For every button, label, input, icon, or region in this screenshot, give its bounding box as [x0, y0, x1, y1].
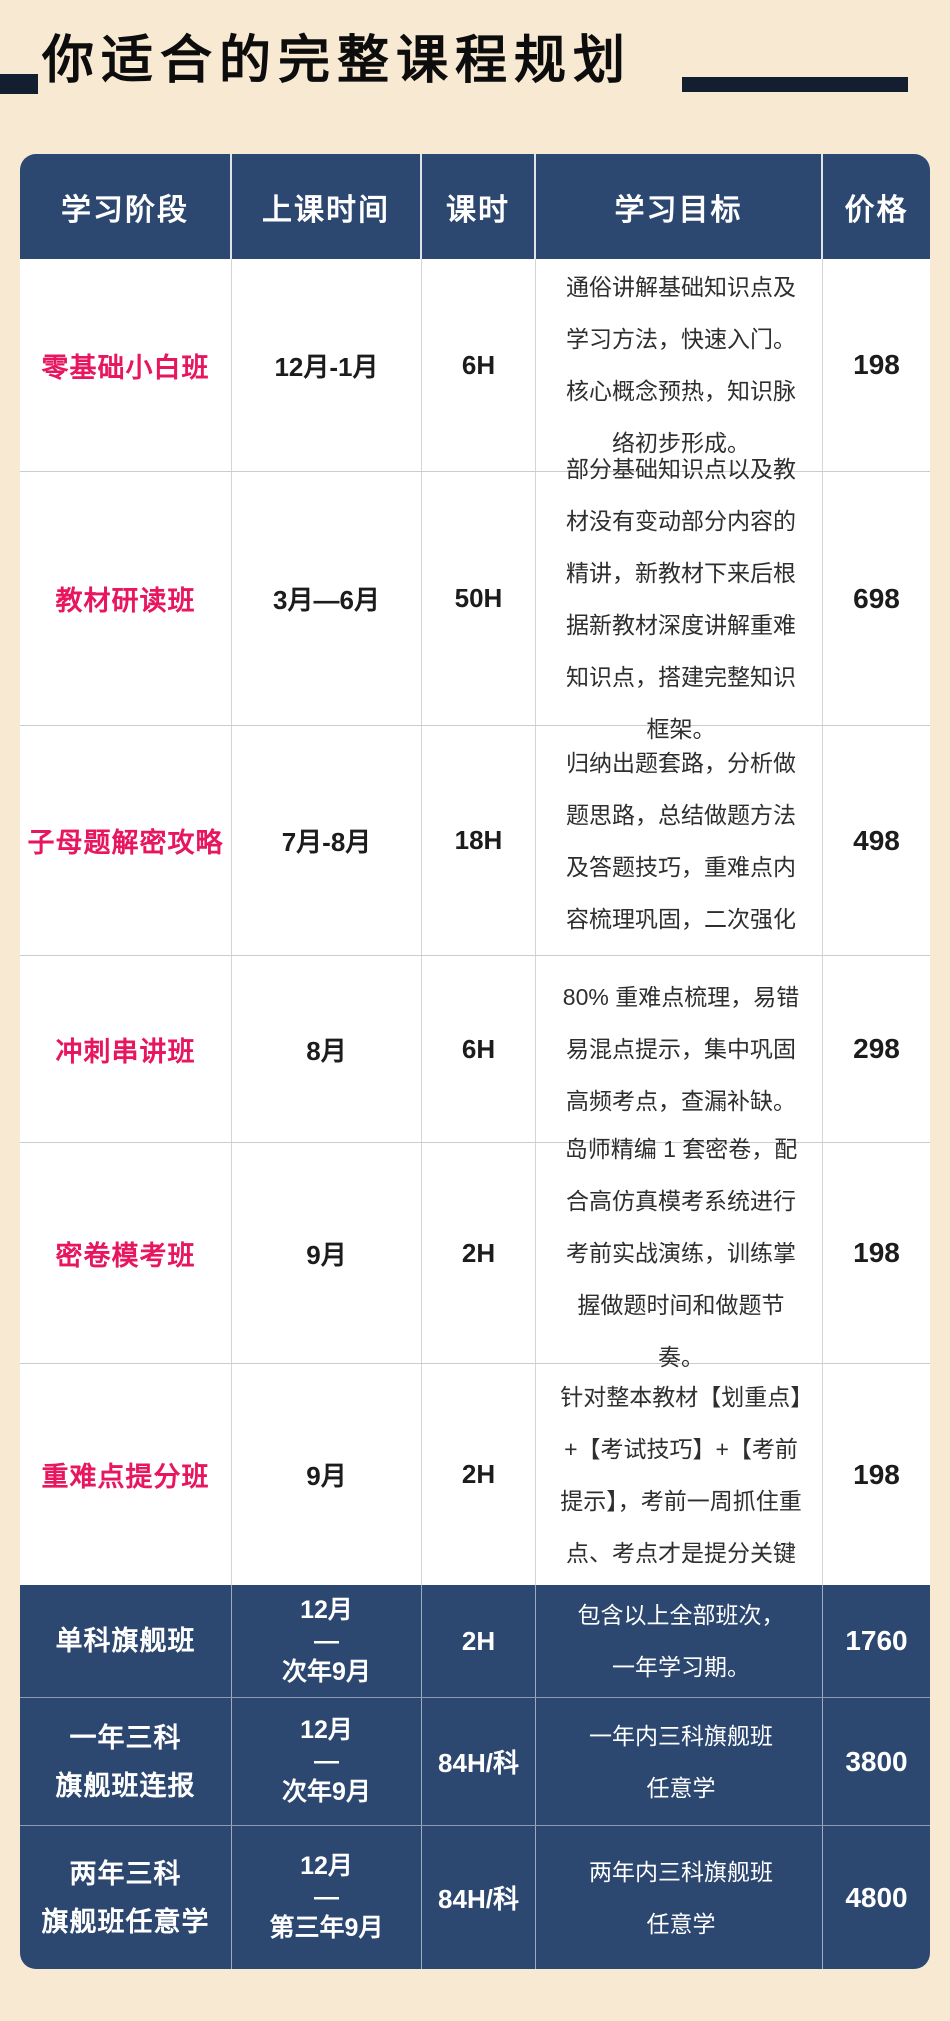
page-title: 你适合的完整课程规划	[42, 32, 633, 90]
time-cell: 3月—6月	[232, 472, 422, 725]
table-row: 子母题解密攻略 7月-8月 18H 归纳出题套路，分析做题思路，总结做题方法及答…	[20, 725, 930, 955]
time-cell: 7月-8月	[232, 726, 422, 955]
price-cell: 198	[853, 349, 900, 380]
hours-cell: 50H	[422, 472, 536, 725]
table-row: 重难点提分班 9月 2H 针对整本教材【划重点】+【考试技巧】+【考前提示】，考…	[20, 1363, 930, 1585]
goal-cell: 岛师精编 1 套密卷，配合高仿真模考系统进行考前实战演练，训练掌握做题时间和做题…	[536, 1136, 823, 1370]
column-header-price: 价格	[844, 193, 909, 227]
time-cell: 12月 — 第三年9月	[232, 1826, 422, 1969]
goal-cell: 通俗讲解基础知识点及学习方法，快速入门。核心概念预热，知识脉络初步形成。	[536, 259, 823, 471]
column-header-stage: 学习阶段	[20, 154, 232, 259]
price-cell: 3800	[845, 1745, 908, 1777]
hours-cell: 2H	[422, 1364, 536, 1585]
title-section: 你适合的完整课程规划	[0, 0, 950, 120]
table-row: 单科旗舰班 12月 — 次年9月 2H 包含以上全部班次， 一年学习期。 176…	[20, 1585, 930, 1697]
price-cell: 698	[853, 582, 900, 614]
time-cell: 12月 — 次年9月	[232, 1585, 422, 1697]
time-cell: 12月-1月	[232, 259, 422, 471]
price-cell: 198	[853, 1458, 900, 1490]
table-row: 一年三科 旗舰班连报 12月 — 次年9月 84H/科 一年内三科旗舰班 任意学…	[20, 1697, 930, 1825]
table-row: 教材研读班 3月—6月 50H 部分基础知识点以及教材没有变动部分内容的精讲，新…	[20, 456, 930, 742]
stage-cell: 子母题解密攻略	[20, 726, 232, 955]
time-cell: 9月	[232, 1364, 422, 1585]
goal-cell: 归纳出题套路，分析做题思路，总结做题方法及答题技巧，重难点内容梳理巩固，二次强化	[536, 726, 823, 955]
hours-cell: 6H	[422, 956, 536, 1142]
hours-cell: 84H/科	[422, 1826, 536, 1969]
table-header-row: 学习阶段 上课时间 课时 学习目标 价格	[20, 154, 930, 259]
stage-cell: 一年三科 旗舰班连报	[20, 1698, 232, 1825]
goal-cell: 部分基础知识点以及教材没有变动部分内容的精讲，新教材下来后根据新教材深度讲解重难…	[536, 456, 823, 742]
stage-cell: 密卷模考班	[20, 1143, 232, 1363]
title-accent-bar-right	[682, 77, 908, 92]
title-accent-bar-left	[0, 74, 38, 94]
table-row: 密卷模考班 9月 2H 岛师精编 1 套密卷，配合高仿真模考系统进行考前实战演练…	[20, 1136, 930, 1370]
price-cell: 298	[853, 1033, 900, 1064]
hours-cell: 84H/科	[422, 1698, 536, 1825]
price-cell: 198	[853, 1237, 900, 1268]
price-cell: 4800	[845, 1881, 908, 1913]
stage-cell: 冲刺串讲班	[20, 956, 232, 1142]
goal-cell: 一年内三科旗舰班 任意学	[536, 1698, 823, 1825]
hours-cell: 2H	[422, 1143, 536, 1363]
stage-cell: 两年三科 旗舰班任意学	[20, 1826, 232, 1969]
stage-cell: 单科旗舰班	[20, 1585, 232, 1697]
hours-cell: 6H	[422, 259, 536, 471]
time-cell: 12月 — 次年9月	[232, 1698, 422, 1825]
goal-cell: 针对整本教材【划重点】+【考试技巧】+【考前提示】，考前一周抓住重点、考点才是提…	[536, 1364, 823, 1585]
time-cell: 8月	[232, 956, 422, 1142]
table-row: 冲刺串讲班 8月 6H 80% 重难点梳理，易错易混点提示，集中巩固高频考点，查…	[20, 955, 930, 1142]
price-cell: 498	[853, 824, 900, 856]
hours-cell: 18H	[422, 726, 536, 955]
stage-cell: 教材研读班	[20, 472, 232, 725]
column-header-time: 上课时间	[232, 154, 422, 259]
price-cell: 1760	[845, 1625, 908, 1656]
table-row: 零基础小白班 12月-1月 6H 通俗讲解基础知识点及学习方法，快速入门。核心概…	[20, 259, 930, 471]
column-header-goal: 学习目标	[536, 154, 823, 259]
column-header-hours: 课时	[422, 154, 536, 259]
table-row: 两年三科 旗舰班任意学 12月 — 第三年9月 84H/科 两年内三科旗舰班 任…	[20, 1825, 930, 1969]
time-cell: 9月	[232, 1143, 422, 1363]
goal-cell: 80% 重难点梳理，易错易混点提示，集中巩固高频考点，查漏补缺。	[536, 956, 823, 1142]
goal-cell: 包含以上全部班次， 一年学习期。	[536, 1585, 823, 1697]
stage-cell: 重难点提分班	[20, 1364, 232, 1585]
hours-cell: 2H	[422, 1585, 536, 1697]
stage-cell: 零基础小白班	[20, 259, 232, 471]
table-body: 零基础小白班 12月-1月 6H 通俗讲解基础知识点及学习方法，快速入门。核心概…	[20, 259, 930, 1969]
goal-cell: 两年内三科旗舰班 任意学	[536, 1826, 823, 1969]
course-plan-table: 学习阶段 上课时间 课时 学习目标 价格 零基础小白班 12月-1月 6H 通俗…	[20, 154, 930, 1969]
